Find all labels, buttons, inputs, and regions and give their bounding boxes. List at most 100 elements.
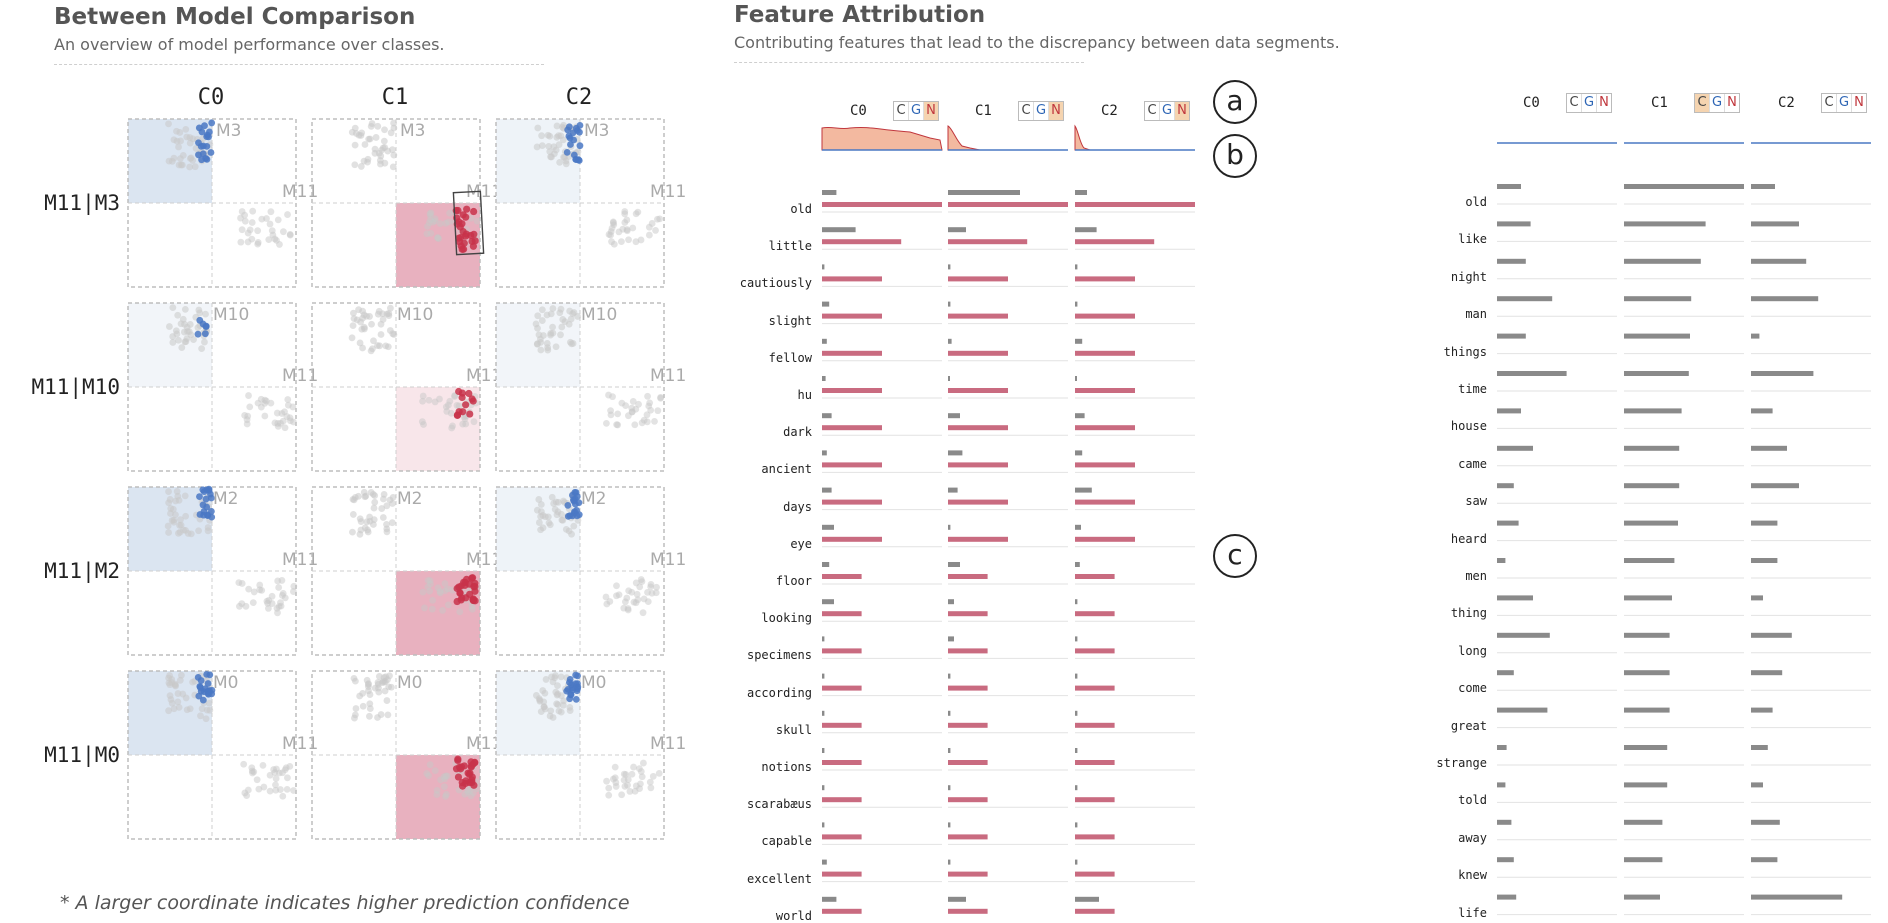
left-view-feature-word[interactable]: capable [761,834,812,849]
attribution-bar-gray [1075,673,1078,679]
right-view-feature-word[interactable]: told [1458,793,1487,808]
right-view-feature-word[interactable]: saw [1465,494,1487,509]
data-point [277,419,284,427]
left-view-feature-word[interactable]: floor [775,574,812,588]
segment-option-n[interactable]: N [1854,95,1864,110]
data-point [426,761,434,769]
segment-option-n[interactable]: N [1599,95,1609,110]
right-view-feature-word[interactable]: thing [1450,606,1487,621]
between-model-subtitle: An overview of model performance over cl… [54,35,445,54]
left-view-feature-word[interactable]: dark [783,425,812,440]
segment-option-c[interactable]: C [1567,94,1582,112]
data-point [613,421,621,429]
left-view-feature-word[interactable]: hu [797,388,812,402]
data-point [468,605,476,613]
attribution-bar-gray [1075,785,1078,791]
segment-option-g[interactable]: G [1710,94,1725,112]
left-view-feature-word[interactable]: fellow [768,350,812,365]
data-point [357,518,365,525]
left-view-feature-word[interactable]: notions [761,760,812,774]
attribution-bar-gray [948,413,960,419]
segment-option-n[interactable]: N [924,102,938,120]
data-point [461,578,469,587]
attribution-bar-gray [1075,338,1083,344]
right-view-feature-word[interactable]: away [1458,830,1487,845]
segment-option-g[interactable]: G [1160,102,1175,120]
data-point [533,143,541,151]
segment-option-g[interactable]: G [909,102,924,120]
right-view-feature-word[interactable]: time [1458,382,1487,396]
left-view-feature-word[interactable]: according [746,685,812,700]
left-view-feature-word[interactable]: slight [768,313,812,328]
data-point [281,424,289,432]
right-view-feature-word[interactable]: came [1458,456,1487,471]
right-view-feature-word[interactable]: night [1450,269,1487,284]
left-view-feature-word[interactable]: looking [761,611,812,626]
segment-option-n[interactable]: N [1727,95,1737,110]
right-view-feature-word[interactable]: life [1458,905,1487,920]
left-view-feature-word[interactable]: excellent [746,871,812,886]
left-view-feature-word[interactable]: ancient [761,462,812,477]
data-point [387,304,394,312]
segment-option-c[interactable]: C [1019,102,1034,120]
segment-option-n[interactable]: N [1175,102,1189,120]
segment-option-g[interactable]: G [1837,94,1852,112]
data-point [532,320,540,328]
right-view-feature-word[interactable]: house [1450,419,1487,434]
data-point [237,238,245,246]
data-point [261,412,269,420]
segment-option-c[interactable]: C [1822,94,1837,112]
segment-option-c[interactable]: C [1695,94,1710,112]
data-point [248,219,256,226]
right-view-feature-word[interactable]: man [1465,307,1487,322]
left-view-feature-word[interactable]: old [790,202,812,216]
right-view-feature-word[interactable]: strange [1436,756,1487,770]
right-view-feature-word[interactable]: great [1450,718,1487,733]
data-point [643,411,651,419]
data-point [628,770,636,778]
left-view-feature-word[interactable]: cautiously [739,276,812,291]
segment-option-c[interactable]: C [894,102,909,120]
data-point [372,134,380,141]
right-view-feature-word[interactable]: men [1465,569,1487,583]
right-view-feature-word[interactable]: old [1465,195,1487,209]
left-view-feature-word[interactable]: specimens [746,648,812,663]
right-view-feature-word[interactable]: knew [1458,868,1487,883]
attribution-bar-red [822,536,882,542]
left-view-feature-word[interactable]: scarabæus [746,797,812,812]
data-point [185,328,193,336]
right-view-feature-word[interactable]: come [1458,681,1487,696]
data-point [620,770,628,778]
attribution-bar-red [1075,685,1115,691]
right-view-feature-word[interactable]: long [1458,643,1487,658]
data-point [283,785,291,793]
left-view-feature-word[interactable]: skull [775,722,812,737]
left-view-feature-word[interactable]: eye [790,536,812,551]
right-view-feature-word[interactable]: like [1458,232,1487,247]
segment-option-c[interactable]: C [1145,102,1160,120]
left-view-feature-word[interactable]: days [783,499,812,514]
data-point [467,214,475,222]
attribution-bar-red [948,536,1008,542]
model-comparison-matrix[interactable]: M3 M11 M3 M11 M3 M11 M10 M11 M10 M11 M10 M11 M2 M11 M2… [0,0,700,860]
attribution-bar-gray [1751,857,1778,863]
left-view-feature-word[interactable]: little [768,239,812,254]
segment-option-g[interactable]: G [1034,102,1049,120]
data-point [181,305,189,313]
right-view-feature-word[interactable]: things [1443,344,1487,359]
segment-option-g[interactable]: G [1582,94,1597,112]
segment-option-n[interactable]: N [1049,102,1063,120]
data-point [238,208,246,215]
attribution-bar-gray [1497,445,1533,451]
right-view-feature-word[interactable]: heard [1450,531,1487,546]
data-point [429,596,437,604]
data-point [166,323,173,330]
